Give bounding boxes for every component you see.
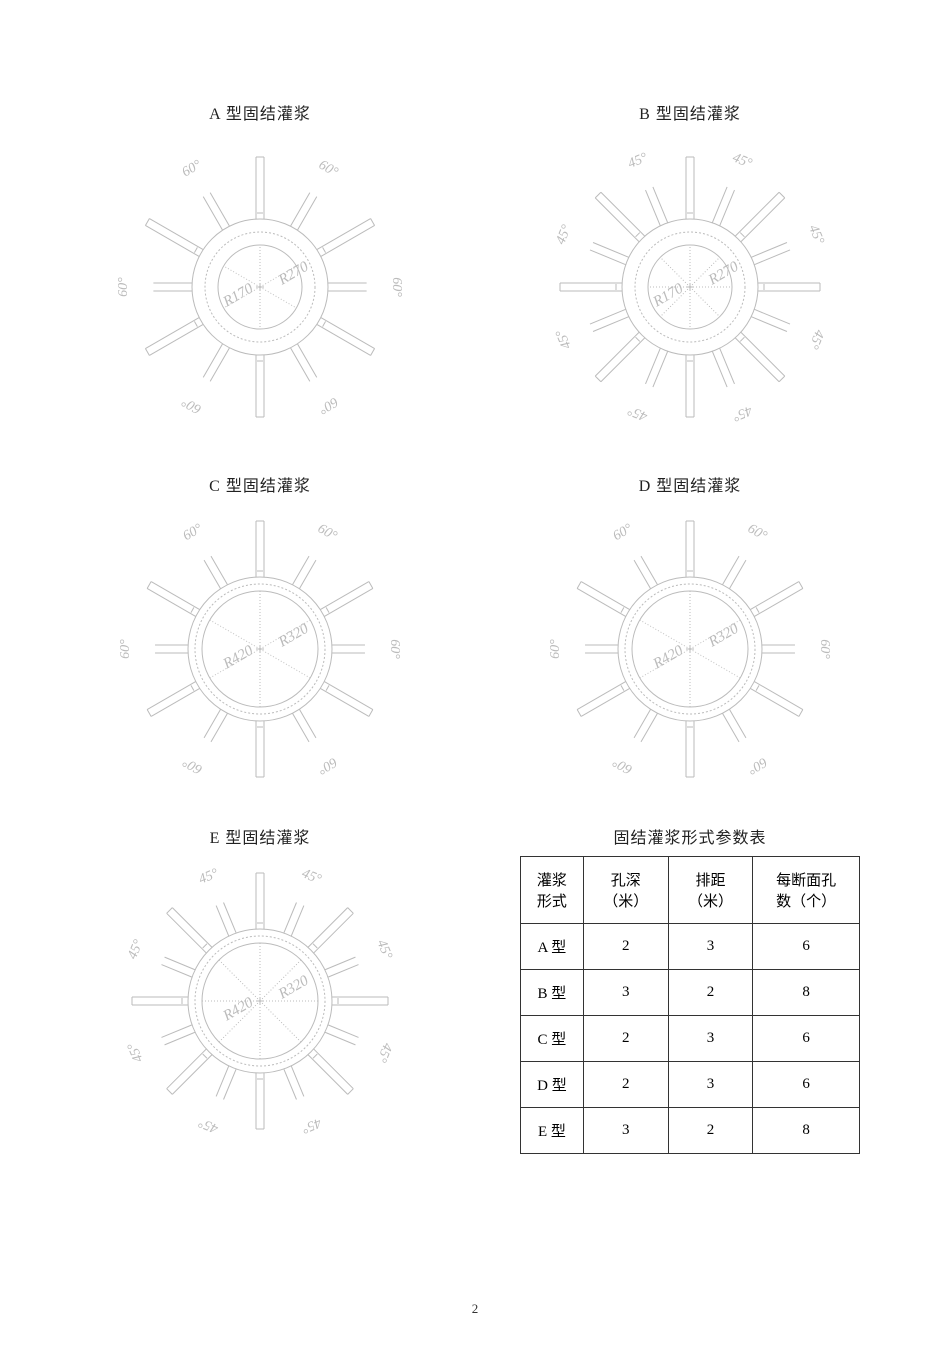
- table-cell-type: C 型: [521, 1016, 584, 1062]
- table-cell-depth: 2: [583, 924, 668, 970]
- page-number: 2: [472, 1301, 479, 1317]
- table-cell-type: B 型: [521, 970, 584, 1016]
- svg-text:60°: 60°: [181, 521, 206, 544]
- table-cell: 固结灌浆形式参数表 灌浆 形式 孔深 （米） 排距: [490, 824, 890, 1154]
- table-cell-holes: 8: [753, 970, 860, 1016]
- svg-text:60°: 60°: [180, 157, 205, 180]
- diagram-b-title: B 型固结灌浆: [639, 100, 741, 124]
- svg-text:60°: 60°: [745, 754, 770, 777]
- svg-text:60°: 60°: [118, 639, 133, 659]
- diagram-d-cell: D 型固结灌浆 60°60°60°60°60°60°R420R320: [490, 472, 890, 794]
- svg-text:60°: 60°: [180, 754, 205, 777]
- svg-text:45°: 45°: [197, 866, 221, 888]
- svg-text:45°: 45°: [299, 1114, 323, 1136]
- svg-text:60°: 60°: [611, 521, 636, 544]
- svg-text:45°: 45°: [553, 327, 575, 351]
- table-cell-depth: 2: [583, 1016, 668, 1062]
- diagram-b: 45°45°45°45°45°45°45°45°R170R270: [535, 132, 845, 442]
- table-row: B 型328: [521, 970, 860, 1016]
- svg-text:60°: 60°: [316, 158, 341, 181]
- svg-text:45°: 45°: [730, 402, 754, 424]
- diagram-d: 60°60°60°60°60°60°R420R320: [545, 504, 835, 794]
- svg-text:60°: 60°: [817, 639, 832, 659]
- svg-text:60°: 60°: [179, 393, 204, 416]
- diagram-a-title: A 型固结灌浆: [209, 100, 311, 124]
- diagram-e: 45°45°45°45°45°45°45°45°R420R320: [115, 856, 405, 1146]
- svg-text:60°: 60°: [745, 521, 770, 544]
- diagram-c: 60°60°60°60°60°60°R420R320: [115, 504, 405, 794]
- diagram-a-cell: A 型固结灌浆 60°60°60°60°60°60°R170R270: [60, 100, 460, 442]
- svg-text:60°: 60°: [315, 521, 340, 544]
- table-cell-depth: 2: [583, 1062, 668, 1108]
- params-table: 灌浆 形式 孔深 （米） 排距 （米） 每断面孔: [520, 856, 860, 1154]
- table-cell-holes: 6: [753, 1062, 860, 1108]
- table-header-type: 灌浆 形式: [521, 857, 584, 924]
- svg-text:45°: 45°: [626, 402, 650, 424]
- table-header-spacing: 排距 （米）: [668, 857, 753, 924]
- svg-text:45°: 45°: [553, 223, 575, 247]
- params-table-body: A 型236B 型328C 型236D 型236E 型328: [521, 924, 860, 1154]
- svg-text:45°: 45°: [626, 150, 650, 172]
- table-cell-holes: 8: [753, 1108, 860, 1154]
- table-header-holes: 每断面孔 数（个）: [753, 857, 860, 924]
- diagram-c-title: C 型固结灌浆: [209, 472, 311, 496]
- table-cell-depth: 3: [583, 970, 668, 1016]
- svg-text:60°: 60°: [387, 639, 402, 659]
- svg-text:45°: 45°: [805, 327, 827, 351]
- diagram-e-title: E 型固结灌浆: [210, 824, 311, 848]
- diagram-a: 60°60°60°60°60°60°R170R270: [105, 132, 415, 442]
- svg-text:45°: 45°: [299, 866, 323, 888]
- svg-text:45°: 45°: [196, 1114, 220, 1136]
- svg-text:45°: 45°: [125, 1040, 147, 1064]
- svg-text:45°: 45°: [730, 150, 754, 172]
- table-cell-type: D 型: [521, 1062, 584, 1108]
- diagram-d-title: D 型固结灌浆: [639, 472, 742, 496]
- diagram-c-cell: C 型固结灌浆 60°60°60°60°60°60°R420R320: [60, 472, 460, 794]
- table-row: A 型236: [521, 924, 860, 970]
- svg-text:60°: 60°: [610, 754, 635, 777]
- table-cell-spacing: 2: [668, 970, 753, 1016]
- svg-text:60°: 60°: [548, 639, 563, 659]
- svg-text:45°: 45°: [805, 223, 827, 247]
- diagram-b-cell: B 型固结灌浆 45°45°45°45°45°45°45°45°R170R270: [490, 100, 890, 442]
- table-cell-depth: 3: [583, 1108, 668, 1154]
- table-row: C 型236: [521, 1016, 860, 1062]
- table-row: E 型328: [521, 1108, 860, 1154]
- svg-text:60°: 60°: [389, 277, 404, 297]
- table-cell-spacing: 2: [668, 1108, 753, 1154]
- table-cell-type: A 型: [521, 924, 584, 970]
- table-cell-spacing: 3: [668, 1016, 753, 1062]
- table-cell-spacing: 3: [668, 1062, 753, 1108]
- table-cell-holes: 6: [753, 1016, 860, 1062]
- table-row: D 型236: [521, 1062, 860, 1108]
- diagram-e-cell: E 型固结灌浆 45°45°45°45°45°45°45°45°R420R320: [60, 824, 460, 1154]
- svg-text:45°: 45°: [373, 1040, 395, 1064]
- svg-text:45°: 45°: [125, 937, 147, 961]
- table-cell-holes: 6: [753, 924, 860, 970]
- table-cell-type: E 型: [521, 1108, 584, 1154]
- table-header-depth: 孔深 （米）: [583, 857, 668, 924]
- table-cell-spacing: 3: [668, 924, 753, 970]
- svg-text:60°: 60°: [316, 394, 341, 417]
- svg-text:45°: 45°: [373, 938, 395, 962]
- table-title: 固结灌浆形式参数表: [613, 824, 766, 848]
- svg-text:60°: 60°: [315, 754, 340, 777]
- svg-text:60°: 60°: [116, 277, 131, 297]
